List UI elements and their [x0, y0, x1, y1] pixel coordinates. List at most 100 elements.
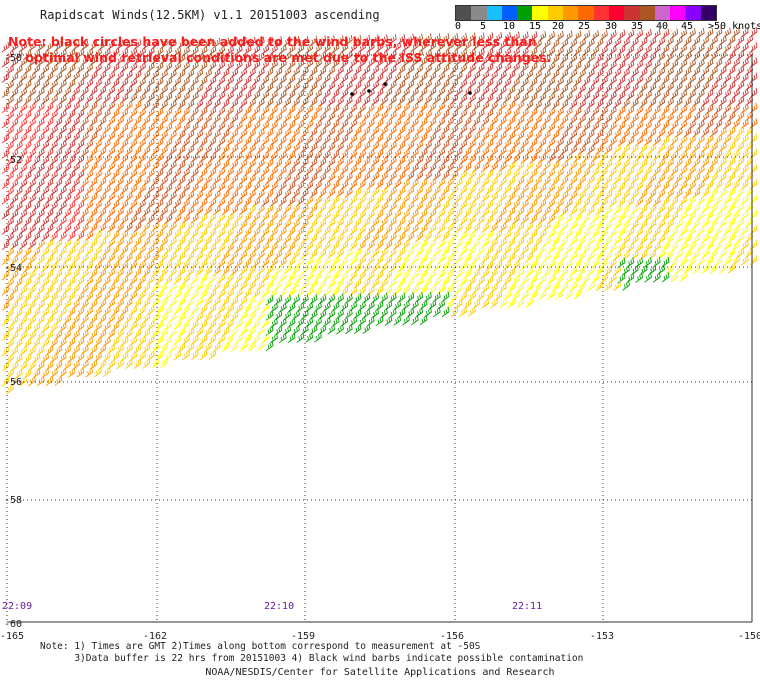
- wind-barb: [221, 174, 230, 185]
- wind-barb: [296, 195, 305, 207]
- wind-barb: [314, 104, 322, 115]
- wind-barb: [116, 237, 124, 248]
- wind-barb: [617, 44, 626, 56]
- wind-barb: [164, 152, 173, 164]
- wind-barb: [248, 158, 256, 169]
- wind-barb: [54, 177, 63, 189]
- wind-barb: [292, 233, 300, 245]
- wind-barb: [221, 83, 230, 94]
- wind-barb: [204, 159, 212, 170]
- wind-barb: [617, 257, 626, 269]
- wind-barb: [89, 207, 98, 218]
- wind-barb: [564, 243, 573, 254]
- wind-barb: [661, 59, 670, 70]
- wind-barb: [217, 318, 226, 330]
- wind-barb: [520, 213, 529, 225]
- wind-barb: [85, 62, 94, 74]
- wind-barb: [402, 71, 410, 83]
- wind-barb: [23, 231, 32, 242]
- wind-barb: [133, 343, 142, 354]
- wind-barb: [578, 98, 586, 110]
- wind-barb: [340, 194, 349, 206]
- wind-barb: [582, 212, 591, 224]
- wind-barb: [58, 306, 67, 318]
- wind-barb: [705, 194, 714, 206]
- wind-barb: [481, 191, 490, 203]
- wind-barb: [582, 30, 591, 41]
- wind-barb: [450, 200, 459, 211]
- wind-barb: [604, 280, 613, 292]
- wind-barb: [560, 220, 569, 232]
- wind-barb: [10, 330, 19, 341]
- wind-barb: [472, 237, 481, 249]
- wind-barb: [696, 73, 705, 85]
- wind-barb: [287, 195, 296, 207]
- wind-barb: [630, 249, 639, 261]
- wind-barb: [292, 81, 300, 93]
- wind-barb: [314, 301, 322, 313]
- wind-barb: [657, 142, 666, 154]
- wind-barb: [270, 256, 278, 268]
- footnote: Note: 1) Times are GMT 2)Times along bot…: [40, 641, 583, 665]
- wind-barb: [102, 93, 111, 104]
- wind-barb: [318, 172, 327, 183]
- wind-barb: [190, 273, 199, 285]
- wind-barb: [230, 250, 239, 261]
- wind-barb: [688, 28, 696, 39]
- wind-barb: [674, 188, 683, 199]
- wind-barb: [36, 238, 45, 250]
- wind-barb: [177, 251, 186, 262]
- wind-barb: [468, 306, 476, 317]
- wind-barb: [155, 335, 164, 346]
- wind-barb: [63, 223, 72, 234]
- wind-barb: [371, 80, 380, 91]
- wind-barb: [595, 98, 604, 109]
- wind-barb: [36, 253, 45, 265]
- wind-barb: [723, 225, 732, 236]
- wind-barb: [340, 103, 349, 114]
- wind-barb: [208, 288, 217, 299]
- wind-barb: [63, 268, 72, 280]
- wind-barb: [450, 108, 459, 120]
- wind-barb: [261, 150, 270, 162]
- wind-barb: [256, 295, 265, 306]
- wind-barb: [23, 94, 32, 106]
- wind-barb: [102, 321, 111, 332]
- wind-barb: [547, 258, 556, 270]
- wind-barb: [710, 50, 718, 61]
- wind-barb: [498, 130, 507, 142]
- wind-barb: [388, 246, 397, 258]
- wind-barb: [10, 208, 19, 220]
- wind-barb: [547, 30, 556, 42]
- wind-barb: [331, 240, 340, 251]
- wind-barb: [102, 108, 111, 119]
- wind-barb: [432, 276, 441, 287]
- wind-barb: [503, 290, 512, 301]
- wind-barb: [50, 200, 58, 211]
- wind-barb: [472, 268, 481, 279]
- wind-barb: [287, 104, 296, 116]
- wind-barb: [463, 192, 472, 203]
- wind-barb: [688, 240, 696, 252]
- wind-barb: [226, 166, 234, 178]
- wind-barb: [652, 256, 661, 268]
- wind-barb: [564, 61, 573, 72]
- wind-barb: [657, 112, 666, 123]
- wind-barb: [520, 153, 529, 164]
- wind-barb: [168, 220, 177, 232]
- wind-barb: [50, 367, 58, 379]
- wind-barb: [450, 32, 459, 44]
- wind-barb: [353, 141, 362, 152]
- wind-barb: [432, 94, 441, 105]
- wind-barb: [129, 214, 138, 225]
- wind-barb: [28, 299, 36, 311]
- wind-barb: [252, 211, 261, 223]
- wind-barb: [683, 111, 692, 123]
- wind-barb: [50, 291, 58, 303]
- wind-barb: [371, 34, 380, 45]
- wind-barb: [296, 165, 305, 176]
- wind-barb: [182, 349, 190, 361]
- wind-barb: [468, 154, 476, 165]
- wind-barb: [63, 177, 72, 188]
